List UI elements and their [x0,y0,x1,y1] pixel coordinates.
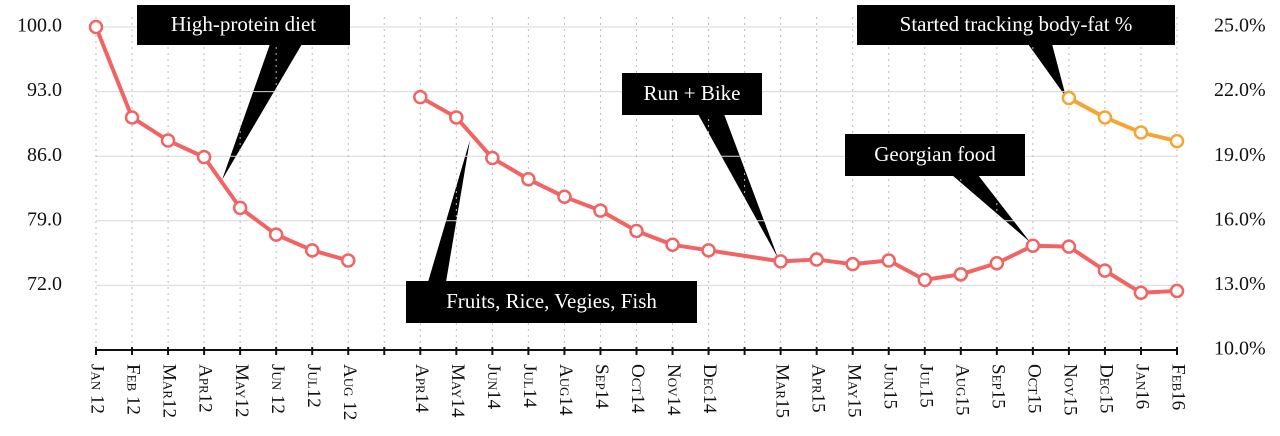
x-tick-label: Feb16 [1168,364,1189,410]
annotation-box [622,73,762,115]
grid [95,17,1178,350]
annotation-box [857,5,1175,45]
point [124,110,140,125]
x-tick-label: Mar12 [159,364,180,418]
point [953,267,969,282]
x-tick-label: Aug15 [951,364,972,416]
annotation: Fruits, Rice, Vegies, Fish [446,289,657,313]
point [232,200,248,216]
point [989,256,1005,271]
annotation: Run + Bike [643,81,740,105]
y-tick-label: 86.0 [27,144,62,166]
x-tick-label: Oct14 [627,364,648,414]
point [701,243,716,258]
point [881,253,896,268]
point [1133,125,1149,140]
pointer [222,44,302,180]
point [593,203,608,218]
point [1097,263,1113,278]
y2-tick-label: 16.0% [1214,208,1266,230]
x-tick-label: May15 [843,364,864,417]
pointer [952,175,1030,242]
point [809,252,824,267]
y2-tick-label: 13.0% [1214,273,1266,295]
point [485,150,500,166]
x-tick-label: Apr12 [195,364,216,413]
point [304,243,320,258]
annotation-pointers [222,44,1066,282]
point [1169,283,1185,299]
point [88,19,104,35]
x-tick-label: Jun14 [483,364,504,410]
point [917,272,933,288]
point [1169,133,1185,149]
annotation-box [137,5,350,45]
point [665,237,680,253]
y2-tick-label: 25.0% [1214,15,1266,37]
y-tick-label: 93.0 [27,79,62,101]
point [1133,285,1149,301]
y-tick-label: 100.0 [17,15,62,37]
x-tick-label: Jul14 [519,364,540,408]
x-tick-label: Jun 12 [267,364,288,414]
annotation-box [845,134,1025,176]
series-line [419,95,1178,295]
point [1097,110,1113,125]
point [521,172,536,187]
x-tick-label: Jan 12 [87,364,108,414]
pointer [698,114,778,258]
point [1061,90,1077,106]
point [196,149,212,165]
point [449,110,464,125]
x-tick-label: Jun15 [879,364,900,409]
point [1025,238,1041,253]
x-tick-label: Jan16 [1132,364,1153,409]
x-tick-label: Mar15 [771,364,792,418]
point [413,89,428,105]
x-tick-label: Nov15 [1060,364,1081,416]
point [557,189,572,205]
x-tick-label: May12 [231,364,252,417]
pointer [1028,44,1066,97]
x-tick-label: Oct15 [1024,364,1045,413]
x-tick-label: Aug14 [555,364,576,416]
pointer [428,140,470,282]
point [268,227,284,242]
y2-tick-label: 10.0% [1214,338,1266,360]
point [160,133,176,148]
point [629,223,644,239]
annotation: Georgian food [874,142,996,166]
point [845,256,860,272]
x-tick-label: Nov14 [663,364,684,416]
y2-tick-label: 19.0% [1214,144,1266,166]
x-tick-label: Dec15 [1096,364,1117,413]
y-tick-label: 79.0 [27,208,62,230]
annotation: High-protein diet [171,12,316,36]
x-tick-label: Sep14 [591,364,612,409]
point [1061,239,1077,254]
annotation-box [406,281,697,323]
x-tick-label: Dec14 [699,364,720,414]
series-line [1067,96,1178,144]
x-tick-label: Sep15 [987,364,1008,409]
y2-tick-label: 22.0% [1214,79,1266,101]
point [773,254,788,269]
x-tick-label: Jul15 [915,364,936,408]
x-tick-label: Aug 12 [339,364,360,420]
x-tick-label: Feb 12 [123,364,144,415]
y-tick-label: 72.0 [27,273,62,295]
x-tick-label: Apr14 [411,364,432,413]
x-tick-label: May14 [447,364,468,418]
x-tick-label: Apr15 [807,364,828,413]
x-tick-label: Jul12 [303,364,324,408]
annotation: Started tracking body-fat % [900,12,1133,36]
series-line [94,26,349,263]
point [340,253,356,268]
